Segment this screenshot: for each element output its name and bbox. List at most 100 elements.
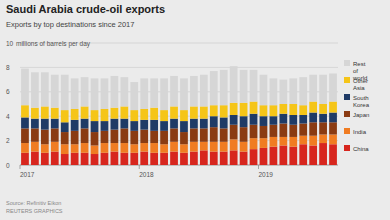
bar-segment	[210, 152, 218, 165]
bar-segment	[190, 128, 198, 141]
bar-segment	[31, 152, 39, 165]
bar-segment	[180, 132, 188, 144]
bar-segment	[31, 108, 39, 119]
bar-segment	[240, 103, 248, 116]
bar-segment	[160, 131, 168, 144]
bar-segment	[279, 137, 287, 146]
bar-segment	[41, 130, 49, 145]
bar-segment	[319, 143, 327, 165]
bar-segment	[91, 132, 99, 145]
bar-segment	[180, 153, 188, 165]
bar-segment	[41, 144, 49, 153]
bar-segment	[289, 115, 297, 125]
bar-segment	[170, 106, 178, 118]
bar-segment	[200, 150, 208, 165]
bar-segment	[270, 78, 278, 105]
bar-segment	[279, 80, 287, 104]
bar-segment	[51, 128, 59, 141]
bar-segment	[130, 110, 138, 121]
bar-segment	[230, 115, 238, 125]
bar-segment	[170, 119, 178, 129]
bar-segment	[319, 135, 327, 144]
bar-segment	[130, 82, 138, 110]
bar-segment	[309, 145, 317, 165]
bar-segment	[220, 70, 228, 105]
bar-segment	[230, 125, 238, 140]
bar-segment	[31, 128, 39, 141]
bar-segment	[91, 78, 99, 110]
bar-segment	[270, 116, 278, 125]
bar-segment	[329, 102, 337, 113]
bar-segment	[160, 121, 168, 131]
bar-segment	[279, 114, 287, 124]
bar-segment	[170, 152, 178, 165]
legend-label: Japan	[353, 112, 369, 118]
bar-segment	[31, 72, 39, 107]
bar-segment	[91, 145, 99, 154]
bar-segment	[61, 110, 69, 122]
bar-segment	[101, 109, 109, 121]
bar-segment	[101, 153, 109, 165]
bar-segment	[289, 104, 297, 115]
bar-segment	[150, 143, 158, 153]
bar-segment	[160, 110, 168, 121]
bar-segment	[111, 119, 119, 130]
bar-segment	[200, 119, 208, 129]
bar-segment	[41, 72, 49, 106]
bar-segment	[120, 143, 128, 153]
bar-segment	[21, 117, 29, 128]
bar-segment	[230, 150, 238, 165]
bar-segment	[309, 113, 317, 123]
legend-swatch	[344, 128, 350, 134]
bar-segment	[210, 127, 218, 142]
legend-swatch	[344, 94, 350, 100]
bar-segment	[101, 121, 109, 131]
legend-label-line: Korea	[353, 102, 370, 108]
bar-segment	[140, 130, 148, 143]
bar-segment	[240, 116, 248, 127]
bar-segment	[61, 75, 69, 110]
legend-swatch	[344, 77, 350, 83]
bar-segment	[21, 143, 29, 153]
grid-line	[20, 67, 338, 68]
bar-segment	[41, 153, 49, 165]
bar-segment	[170, 76, 178, 107]
x-tick	[139, 165, 140, 169]
bar-segment	[160, 144, 168, 153]
bar-segment	[160, 153, 168, 165]
bar-segment	[111, 143, 119, 152]
bar-segment	[250, 125, 258, 138]
bar-segment	[230, 103, 238, 115]
bar-segment	[51, 108, 59, 119]
bar-segment	[41, 106, 49, 118]
bar-segment	[190, 142, 198, 152]
bar-segment	[220, 105, 228, 117]
bars	[21, 66, 337, 165]
bar-segment	[230, 66, 238, 103]
bar-segment	[71, 144, 79, 153]
bar-segment	[111, 152, 119, 165]
bar-segment	[319, 122, 327, 134]
subtitle: Exports by top destinations since 2017	[6, 20, 134, 29]
bar-segment	[31, 119, 39, 129]
bar-segment	[21, 69, 29, 106]
bar-segment	[270, 137, 278, 147]
bar-segment	[61, 122, 69, 132]
bar-segment	[81, 77, 89, 106]
bar-segment	[279, 124, 287, 137]
legend-label: China	[353, 146, 369, 152]
bar-segment	[299, 144, 307, 165]
bar-segment	[81, 128, 89, 143]
bar-segment	[329, 113, 337, 123]
bar-segment	[329, 144, 337, 165]
bar-segment	[200, 142, 208, 151]
bar-segment	[21, 153, 29, 165]
y-axis-label: millions of barrels per day	[16, 40, 91, 48]
y-tick-label: 6	[6, 88, 10, 95]
bar-segment	[260, 116, 268, 126]
bar-segment	[61, 154, 69, 165]
y-tick-label: 2	[6, 137, 10, 144]
bar-segment	[240, 127, 248, 142]
bar-segment	[299, 124, 307, 136]
bar-segment	[21, 128, 29, 143]
